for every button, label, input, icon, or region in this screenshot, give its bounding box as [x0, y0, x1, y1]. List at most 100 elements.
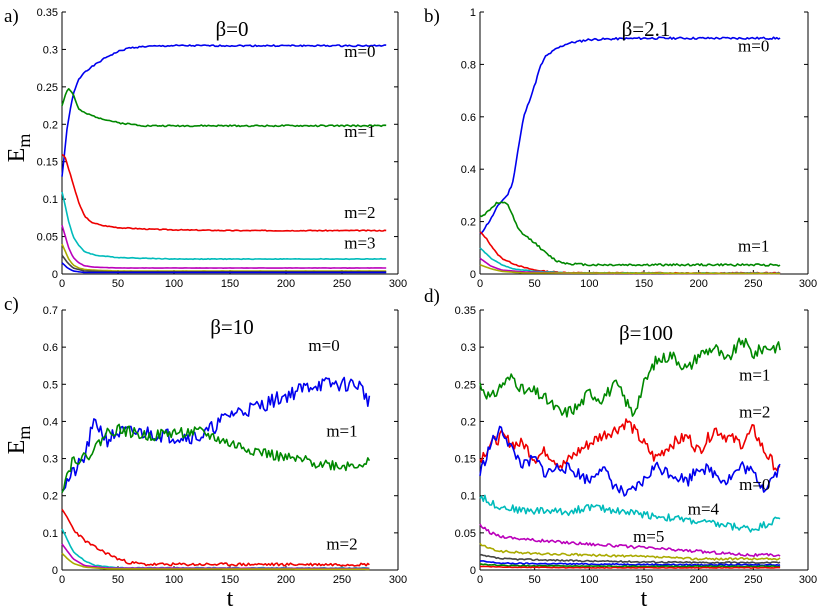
panel-4: 0 50 100 150 200 250 300 0 0.05 0.1 0.15 0.2 0.25 0.3… [424, 286, 817, 611]
y-tick-label: 0.35 [37, 7, 58, 19]
x-tick-label: 150 [221, 278, 239, 290]
series-line-m-0 [479, 36, 781, 235]
y-axis-label: Em [4, 426, 34, 455]
y-tick-label: 0.25 [37, 82, 58, 94]
series-line-m-4 [479, 494, 781, 533]
series-line-m-1 [479, 337, 781, 418]
series-line-m-8 [479, 560, 781, 567]
series-annotation: m=2 [344, 203, 375, 222]
y-tick-label: 0 [470, 565, 476, 577]
y-tick-label: 0.2 [461, 217, 476, 229]
x-tick-label: 50 [112, 278, 124, 290]
x-axis-label: t [641, 586, 648, 611]
series-annotation: m=4 [688, 499, 720, 518]
chart-title: β=0 [215, 17, 248, 41]
x-tick-label: 150 [221, 574, 239, 586]
series-annotation: m=5 [633, 527, 664, 546]
series-annotation: m=2 [326, 535, 357, 554]
series-line-m-10 [479, 565, 781, 569]
x-tick-label: 200 [277, 574, 295, 586]
series-line-m-4 [61, 224, 387, 270]
panel-2: 0 50 100 150 200 250 300 0 0.2 0.4 0.6 0.8 1 m=0 m=1 β=… [424, 6, 817, 290]
y-tick-label: 0.35 [455, 305, 476, 317]
x-tick-label: 100 [165, 278, 183, 290]
series-line-m-3 [61, 528, 370, 570]
y-tick-label: 0.2 [43, 119, 58, 131]
series-annotation: m=0 [308, 336, 339, 355]
x-tick-label: 150 [635, 574, 653, 586]
series-line-m-7 [479, 553, 781, 565]
x-tick-label: 0 [59, 574, 65, 586]
x-tick-label: 100 [165, 574, 183, 586]
x-tick-label: 300 [389, 278, 407, 290]
x-tick-label: 250 [744, 278, 762, 290]
y-tick-label: 0.3 [43, 44, 58, 56]
y-tick-label: 0.2 [43, 491, 58, 503]
y-tick-label: 0.1 [461, 491, 476, 503]
x-tick-label: 300 [799, 278, 817, 290]
series-annotation: m=1 [739, 366, 770, 385]
y-tick-label: 0.1 [43, 528, 58, 540]
y-tick-label: 0.1 [43, 194, 58, 206]
y-tick-label: 0 [470, 269, 476, 281]
series-line-m-6 [61, 254, 387, 273]
series-line-m-0 [479, 425, 781, 497]
series-line-m-0 [61, 376, 371, 493]
y-tick-label: 0.15 [37, 157, 58, 169]
y-tick-label: 0.05 [455, 528, 476, 540]
y-tick-label: 0.7 [43, 305, 58, 317]
y-tick-label: 0.8 [461, 59, 476, 71]
x-tick-label: 50 [112, 574, 124, 586]
x-tick-label: 200 [277, 278, 295, 290]
series-annotation: m=1 [344, 122, 375, 141]
x-tick-label: 0 [59, 278, 65, 290]
panel-label: d) [424, 286, 440, 307]
x-tick-label: 100 [580, 278, 598, 290]
y-tick-label: 0 [52, 565, 58, 577]
y-axis-label: Em [4, 134, 34, 163]
series-line-m-0 [61, 44, 387, 177]
y-tick-label: 0.3 [43, 454, 58, 466]
series-line-m-1 [61, 88, 387, 128]
y-tick-label: 0 [52, 269, 58, 281]
series-line-m-1 [479, 201, 781, 267]
x-tick-label: 300 [389, 574, 407, 586]
y-tick-label: 0.05 [37, 232, 58, 244]
series-line-m-1 [61, 423, 371, 494]
y-tick-label: 0.2 [461, 416, 476, 428]
series-line-m-6 [479, 542, 781, 561]
series-line-m-5 [479, 523, 781, 558]
series-annotation: m=1 [738, 237, 769, 256]
x-tick-label: 250 [333, 278, 351, 290]
series-annotation: m=3 [344, 234, 375, 253]
series-line-m-3 [479, 247, 781, 275]
series-line-m-2 [479, 231, 781, 275]
chart-title: β=10 [210, 315, 254, 339]
series-line-m-5 [61, 552, 370, 571]
x-tick-label: 100 [580, 574, 598, 586]
y-tick-label: 0.25 [455, 379, 476, 391]
x-tick-label: 150 [635, 278, 653, 290]
x-tick-label: 200 [689, 278, 707, 290]
series-annotation: m=0 [739, 475, 770, 494]
series-line-m-2 [61, 153, 387, 232]
panel-1: 0 50 100 150 200 250 300 0 0.05 0.1 0.15 0.2 0.25 0.3… [4, 6, 407, 290]
series-line-m-2 [479, 418, 781, 472]
series-line-m-9 [479, 563, 781, 568]
x-axis-label: t [227, 586, 234, 611]
series-line-m-2 [61, 508, 370, 567]
y-tick-label: 0.4 [461, 164, 476, 176]
panel-label: c) [4, 294, 19, 315]
chart-title: β=2.1 [622, 17, 671, 41]
panel-label: a) [4, 6, 19, 27]
x-tick-label: 200 [689, 574, 707, 586]
y-tick-label: 0.6 [461, 112, 476, 124]
y-tick-label: 1 [470, 7, 476, 19]
series-annotation: m=2 [739, 403, 770, 422]
y-tick-label: 0.6 [43, 342, 58, 354]
x-tick-label: 300 [799, 574, 817, 586]
x-tick-label: 50 [529, 574, 541, 586]
series-annotation: m=0 [344, 42, 375, 61]
y-tick-label: 0.15 [455, 454, 476, 466]
